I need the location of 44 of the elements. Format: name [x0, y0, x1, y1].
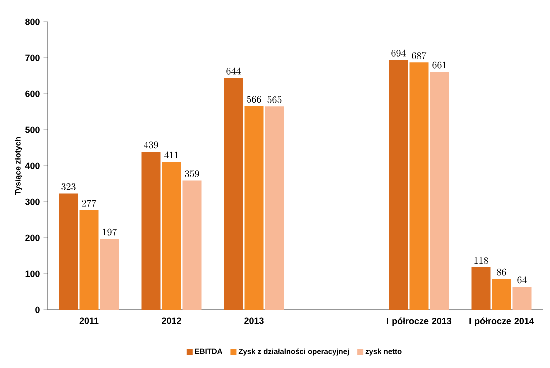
y-tick-label: 400	[25, 162, 40, 170]
data-label: 411	[164, 152, 178, 159]
bar	[265, 106, 284, 310]
bar	[59, 194, 78, 310]
data-label: 566	[247, 96, 262, 103]
y-tick-label: 200	[26, 234, 40, 242]
x-tick-label: 2011	[80, 318, 99, 324]
data-label: 439	[144, 142, 158, 149]
data-label: 86	[497, 268, 506, 276]
data-label: 687	[412, 52, 427, 60]
x-tick-label: 2013	[244, 318, 264, 324]
y-tick-label: 300	[25, 198, 40, 206]
bar	[142, 152, 161, 310]
bar	[244, 106, 264, 310]
data-label: 359	[185, 170, 200, 178]
bar	[182, 180, 202, 310]
y-tick-label: 500	[26, 126, 40, 134]
data-label: 694	[392, 50, 406, 57]
bar	[512, 286, 532, 310]
data-label: 565	[268, 96, 282, 104]
data-label: 197	[103, 228, 118, 236]
bar	[389, 60, 408, 310]
bar	[430, 72, 450, 310]
x-tick-label: I półrocze 2014	[470, 318, 534, 326]
x-tick-label: 2012	[162, 318, 182, 324]
data-label: 64	[518, 276, 527, 284]
y-tick-label: 600	[26, 90, 40, 98]
bar	[492, 279, 512, 310]
bar	[162, 162, 182, 310]
data-label: 277	[82, 200, 97, 207]
y-tick-label: 800	[26, 18, 40, 26]
data-label: 323	[62, 184, 76, 190]
y-tick-label: 700	[26, 54, 40, 62]
x-tick-label: I półrocze 2013	[387, 318, 452, 326]
bar	[410, 62, 429, 310]
bar	[100, 239, 120, 310]
data-label: 661	[432, 62, 446, 69]
y-tick-label: 100	[26, 270, 40, 278]
bar	[472, 268, 491, 310]
bar	[80, 210, 99, 310]
data-label: 118	[474, 257, 488, 264]
data-label: 644	[226, 68, 241, 75]
bar	[224, 78, 244, 310]
y-tick-label: 0	[36, 306, 40, 314]
